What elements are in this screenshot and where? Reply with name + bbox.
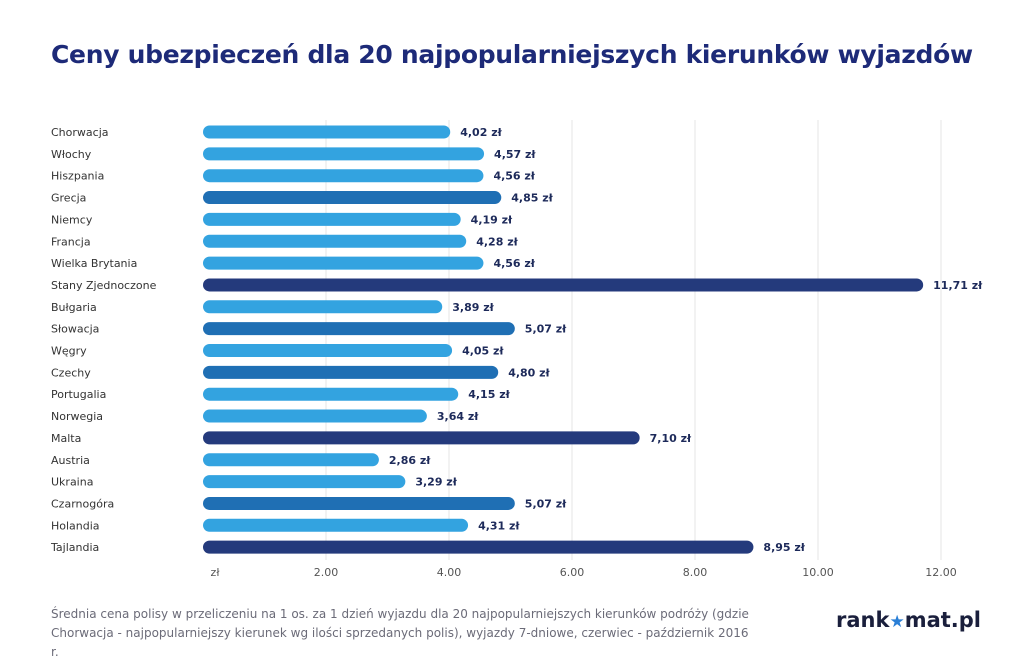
category-label: Węgry xyxy=(51,345,87,358)
category-label: Czechy xyxy=(51,366,91,379)
value-label: 3,29 zł xyxy=(415,476,457,489)
category-label: Czarnogóra xyxy=(51,497,114,510)
value-label: 4,28 zł xyxy=(476,235,518,248)
value-label: 5,07 zł xyxy=(525,323,567,336)
value-label: 11,71 zł xyxy=(933,279,983,292)
value-label: 4,85 zł xyxy=(511,192,553,205)
bar xyxy=(203,278,924,292)
bar xyxy=(203,344,453,357)
bar-chart: Chorwacja Włochy Hiszpania Grecja Niemcy Fran… xyxy=(50,120,983,579)
x-tick-label: 2.00 xyxy=(314,566,339,579)
logo-text-left: rank xyxy=(836,608,890,632)
category-label: Włochy xyxy=(51,148,92,161)
value-label: 4,57 zł xyxy=(494,148,536,161)
bar xyxy=(203,540,754,554)
bar xyxy=(203,431,640,445)
category-label: Wielka Brytania xyxy=(51,257,137,270)
value-label: 4,15 zł xyxy=(468,388,510,401)
x-tick-label: zł xyxy=(211,566,221,579)
x-tick-label: 8.00 xyxy=(683,566,708,579)
gridlines xyxy=(325,120,942,560)
category-label: Niemcy xyxy=(51,213,93,226)
category-label: Słowacja xyxy=(51,323,99,336)
bar xyxy=(203,496,515,510)
category-label: Austria xyxy=(51,454,90,467)
category-label: Tajlandia xyxy=(50,541,99,554)
bars xyxy=(203,125,924,554)
bar xyxy=(203,191,502,205)
x-tick-label: 6.00 xyxy=(560,566,585,579)
x-axis-ticks: zł 2.00 4.00 6.00 8.00 10.00 12.00 xyxy=(211,566,957,579)
value-label: 7,10 zł xyxy=(650,432,692,445)
value-label: 4,80 zł xyxy=(508,366,550,379)
bar xyxy=(203,475,406,489)
value-label: 4,56 zł xyxy=(493,170,535,183)
value-labels: 4,02 zł 4,57 zł 4,56 zł 4,85 zł 4,19 zł 4,28 … xyxy=(389,126,983,554)
bar xyxy=(203,453,379,467)
chart-title: Ceny ubezpieczeń dla 20 najpopularniejsz… xyxy=(51,40,973,69)
category-label: Malta xyxy=(51,432,81,445)
x-tick-label: 10.00 xyxy=(802,566,834,579)
value-label: 5,07 zł xyxy=(525,497,567,510)
bar xyxy=(203,147,485,161)
value-label: 4,19 zł xyxy=(471,213,513,226)
value-label: 4,56 zł xyxy=(493,257,535,270)
category-label: Norwegia xyxy=(51,410,103,423)
value-label: 3,89 zł xyxy=(452,301,494,314)
bar xyxy=(203,387,459,401)
bar xyxy=(203,125,451,139)
category-label: Chorwacja xyxy=(51,126,109,139)
value-label: 4,02 zł xyxy=(460,126,502,139)
footnote: Średnia cena polisy w przeliczeniu na 1 … xyxy=(51,607,749,659)
category-label: Portugalia xyxy=(51,388,106,401)
category-label: Francja xyxy=(51,235,91,248)
category-label: Hiszpania xyxy=(51,170,104,183)
bar xyxy=(203,322,515,336)
category-label: Ukraina xyxy=(51,476,93,489)
category-labels: Chorwacja Włochy Hiszpania Grecja Niemcy Fran… xyxy=(50,126,157,554)
x-tick-label: 4.00 xyxy=(437,566,462,579)
bar xyxy=(203,300,443,314)
value-label: 2,86 zł xyxy=(389,454,431,467)
bar xyxy=(203,409,427,423)
rankomat-logo[interactable]: rank★mat.pl xyxy=(836,608,981,632)
star-icon: ★ xyxy=(889,612,905,632)
value-label: 4,05 zł xyxy=(462,345,504,358)
category-label: Bułgaria xyxy=(51,301,97,314)
bar xyxy=(203,234,467,248)
bar xyxy=(203,518,469,532)
value-label: 8,95 zł xyxy=(763,541,805,554)
bar xyxy=(203,365,499,379)
category-label: Stany Zjednoczone xyxy=(51,279,157,292)
logo-text-right: mat.pl xyxy=(904,608,982,632)
x-tick-label: 12.00 xyxy=(925,566,957,579)
bar xyxy=(203,256,484,270)
bar xyxy=(203,212,461,226)
bar xyxy=(203,169,484,183)
value-label: 4,31 zł xyxy=(478,519,520,532)
category-label: Grecja xyxy=(51,192,86,205)
category-label: Holandia xyxy=(51,519,100,532)
value-label: 3,64 zł xyxy=(437,410,479,423)
